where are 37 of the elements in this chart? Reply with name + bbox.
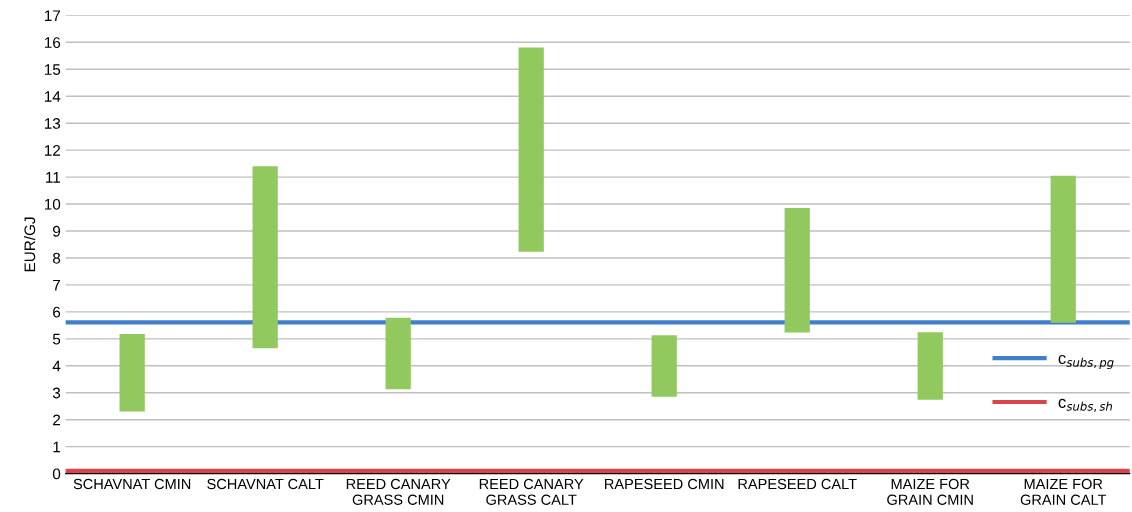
y-tick-label: 10 [44, 198, 61, 210]
y-tick-label: 2 [53, 414, 61, 426]
x-tick-label: MAIZE FOR GRAIN CALT [1020, 478, 1107, 505]
y-tick-label: 15 [44, 64, 61, 75]
x-tick-label: REED CANARY GRASS CALT [479, 478, 584, 505]
bar [651, 335, 677, 397]
y-axis-title: EUR/GJ [24, 217, 36, 272]
bar [917, 332, 943, 400]
y-tick-label: 13 [44, 118, 61, 129]
x-tick-label: REED CANARY GRASS CMIN [346, 478, 451, 505]
y-tick-label: 8 [52, 252, 61, 264]
bar [252, 166, 278, 349]
x-tick-label: RAPESEED CALT [738, 478, 857, 490]
y-tick-label: 6 [53, 306, 61, 318]
y-tick-label: 1 [53, 441, 61, 453]
y-tick-label: 5 [52, 333, 61, 345]
x-tick-label: MAIZE FOR GRAIN CMIN [887, 478, 973, 505]
x-tick-label: RAPESEED CMIN [605, 478, 724, 490]
bar [119, 333, 145, 412]
y-tick-label: 14 [44, 91, 61, 102]
bar [1050, 175, 1076, 323]
y-tick-label: 16 [44, 37, 61, 48]
x-tick-label: SCHAVNAT CMIN [73, 478, 191, 490]
legend-label: c$_{subs,sh}$ [1058, 398, 1113, 412]
legend-label: c$_{subs,pg}$ [1058, 354, 1114, 370]
y-tick-label: 9 [53, 225, 61, 237]
bar [385, 317, 411, 390]
y-tick-label: 3 [52, 387, 61, 399]
y-tick-label: 7 [53, 279, 61, 291]
y-tick-label: 12 [44, 145, 61, 156]
bar [784, 208, 810, 333]
y-tick-label: 11 [46, 172, 61, 183]
bar [518, 47, 544, 252]
y-tick-label: 0 [52, 468, 61, 480]
y-tick-label: 4 [52, 360, 61, 372]
x-tick-label: SCHAVNAT CALT [207, 478, 324, 490]
y-tick-label: 17 [44, 10, 61, 21]
